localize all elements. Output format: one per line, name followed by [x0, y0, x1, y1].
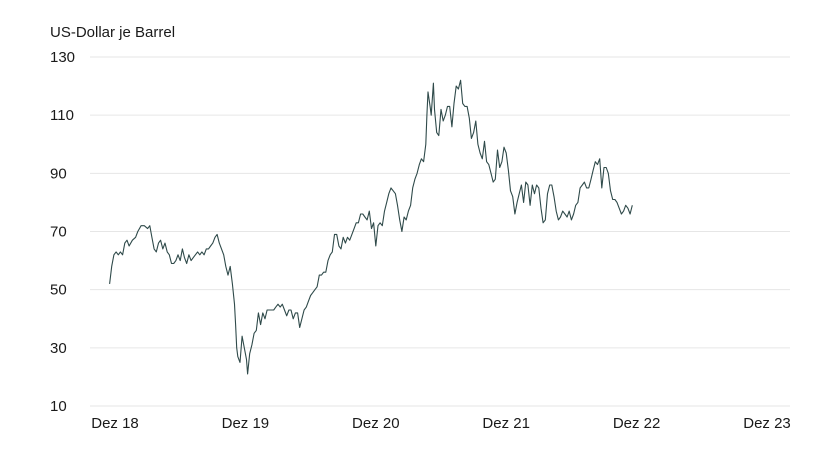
y-tick-label: 50 — [50, 282, 67, 299]
y-tick-labels: 10 30 50 70 90 110 130 — [50, 49, 75, 415]
x-tick-label: Dez 23 — [743, 415, 791, 432]
y-tick-label: 70 — [50, 224, 67, 241]
x-tick-label: Dez 21 — [482, 415, 530, 432]
x-tick-label: Dez 19 — [222, 415, 270, 432]
x-tick-label: Dez 18 — [91, 415, 139, 432]
y-tick-label: 30 — [50, 340, 67, 357]
x-tick-labels: Dez 18 Dez 19 Dez 20 Dez 21 Dez 22 Dez 23 — [91, 415, 791, 432]
y-tick-label: 90 — [50, 165, 67, 182]
price-line — [110, 80, 633, 374]
gridlines — [90, 57, 790, 406]
x-tick-label: Dez 20 — [352, 415, 400, 432]
y-tick-label: 110 — [50, 107, 74, 124]
x-tick-label: Dez 22 — [613, 415, 661, 432]
y-tick-label: 130 — [50, 49, 75, 66]
y-axis-label: US-Dollar je Barrel — [50, 24, 175, 41]
y-tick-label: 10 — [50, 398, 67, 415]
